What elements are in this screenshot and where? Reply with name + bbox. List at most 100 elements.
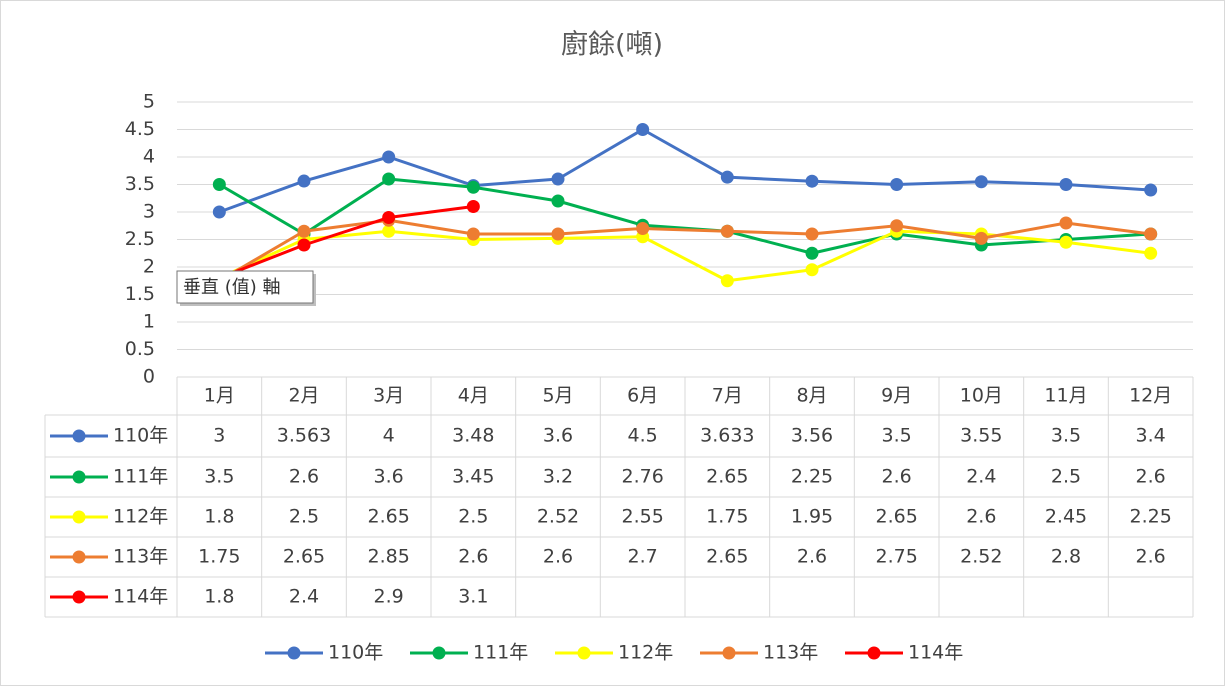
table-value: 2.55 bbox=[622, 506, 664, 528]
table-value: 2.25 bbox=[791, 466, 833, 488]
y-tick-label: 1 bbox=[143, 311, 155, 333]
legend-marker bbox=[577, 646, 591, 660]
table-key-marker bbox=[72, 510, 86, 524]
point bbox=[974, 231, 988, 245]
tooltip-text: 垂直 (值) 軸 bbox=[183, 277, 281, 298]
series-line bbox=[218, 205, 474, 280]
table-value: 2.52 bbox=[537, 506, 579, 528]
table-value: 2.6 bbox=[797, 546, 827, 568]
legend-marker bbox=[287, 646, 301, 660]
legend-label: 113年 bbox=[763, 642, 818, 664]
point bbox=[805, 227, 819, 241]
table-value: 3.55 bbox=[960, 425, 1002, 447]
series-line bbox=[218, 128, 1151, 214]
table-value: 3.4 bbox=[1136, 425, 1166, 447]
point bbox=[720, 170, 734, 184]
x-tick-label: 11月 bbox=[1044, 385, 1087, 407]
table-key-label: 114年 bbox=[113, 586, 168, 608]
tooltip-box bbox=[176, 270, 314, 304]
table-key-label: 110年 bbox=[113, 425, 168, 447]
point bbox=[805, 263, 819, 277]
point bbox=[1059, 216, 1073, 230]
point bbox=[551, 194, 565, 208]
point bbox=[212, 178, 226, 191]
x-tick-label: 6月 bbox=[627, 385, 658, 407]
legend-label: 110年 bbox=[328, 642, 383, 664]
table-value: 2.6 bbox=[966, 506, 996, 528]
x-tick-label: 5月 bbox=[542, 385, 573, 407]
table-value: 3 bbox=[213, 425, 225, 447]
table-value: 2.52 bbox=[960, 546, 1002, 568]
table-value: 2.76 bbox=[622, 466, 664, 488]
y-tick-label: 4 bbox=[143, 146, 155, 168]
y-tick-label: 3.5 bbox=[125, 173, 155, 195]
table-value: 3.563 bbox=[277, 425, 331, 447]
y-tick-label: 1.5 bbox=[125, 283, 155, 305]
x-tick-label: 9月 bbox=[881, 385, 912, 407]
table-value: 2.65 bbox=[706, 546, 748, 568]
x-tick-label: 10月 bbox=[960, 385, 1003, 407]
table-key-label: 111年 bbox=[113, 466, 168, 488]
point bbox=[382, 211, 396, 224]
table-key-label: 113年 bbox=[113, 546, 168, 568]
legend-marker bbox=[867, 646, 881, 660]
table-value: 3.45 bbox=[452, 466, 494, 488]
legend-marker bbox=[722, 646, 736, 660]
point bbox=[890, 219, 904, 233]
y-tick-label: 2.5 bbox=[125, 228, 155, 250]
point bbox=[1144, 183, 1158, 197]
legend-label: 112年 bbox=[618, 642, 673, 664]
point bbox=[382, 224, 396, 238]
table-key-marker bbox=[72, 550, 86, 564]
table-value: 3.6 bbox=[374, 466, 404, 488]
table-value: 2.65 bbox=[876, 506, 918, 528]
point bbox=[297, 174, 311, 188]
point bbox=[382, 150, 396, 164]
table-value: 2.8 bbox=[1051, 546, 1081, 568]
point bbox=[466, 227, 480, 241]
table-value: 2.6 bbox=[289, 466, 319, 488]
point bbox=[1059, 178, 1073, 191]
y-tick-label: 5 bbox=[143, 91, 155, 113]
table-value: 1.75 bbox=[706, 506, 748, 528]
point bbox=[466, 200, 480, 213]
table-value: 3.5 bbox=[1051, 425, 1081, 447]
table-value: 2.65 bbox=[283, 546, 325, 568]
y-tick-label: 2 bbox=[143, 256, 155, 278]
table-value: 2.6 bbox=[543, 546, 573, 568]
point bbox=[1144, 227, 1158, 241]
x-tick-label: 7月 bbox=[712, 385, 743, 407]
table-value: 2.7 bbox=[628, 546, 658, 568]
table-value: 2.25 bbox=[1130, 506, 1172, 528]
table-value: 2.9 bbox=[374, 586, 404, 608]
table-value: 2.4 bbox=[966, 466, 996, 488]
table-value: 3.48 bbox=[452, 425, 494, 447]
y-tick-label: 0.5 bbox=[125, 338, 155, 360]
table-value: 3.2 bbox=[543, 466, 573, 488]
table-key-marker bbox=[72, 429, 86, 443]
table-key-marker bbox=[72, 470, 86, 484]
table-value: 3.5 bbox=[882, 425, 912, 447]
table-value: 2.6 bbox=[1136, 466, 1166, 488]
table-value: 2.6 bbox=[882, 466, 912, 488]
y-tick-label: 4.5 bbox=[125, 118, 155, 140]
point bbox=[1144, 246, 1158, 260]
point bbox=[551, 172, 565, 186]
point bbox=[1059, 235, 1073, 249]
x-tick-label: 8月 bbox=[796, 385, 827, 407]
x-tick-label: 3月 bbox=[373, 385, 404, 407]
table-value: 1.95 bbox=[791, 506, 833, 528]
table-value: 2.5 bbox=[458, 506, 488, 528]
table-value: 3.5 bbox=[204, 466, 234, 488]
point bbox=[805, 246, 819, 260]
table-value: 3.6 bbox=[543, 425, 573, 447]
x-tick-label: 12月 bbox=[1129, 385, 1172, 407]
point bbox=[466, 180, 480, 194]
table-value: 2.85 bbox=[368, 546, 410, 568]
point bbox=[720, 274, 734, 288]
series-line bbox=[218, 177, 1151, 255]
chart-title: 廚餘(噸) bbox=[561, 30, 663, 61]
x-tick-label: 4月 bbox=[458, 385, 489, 407]
